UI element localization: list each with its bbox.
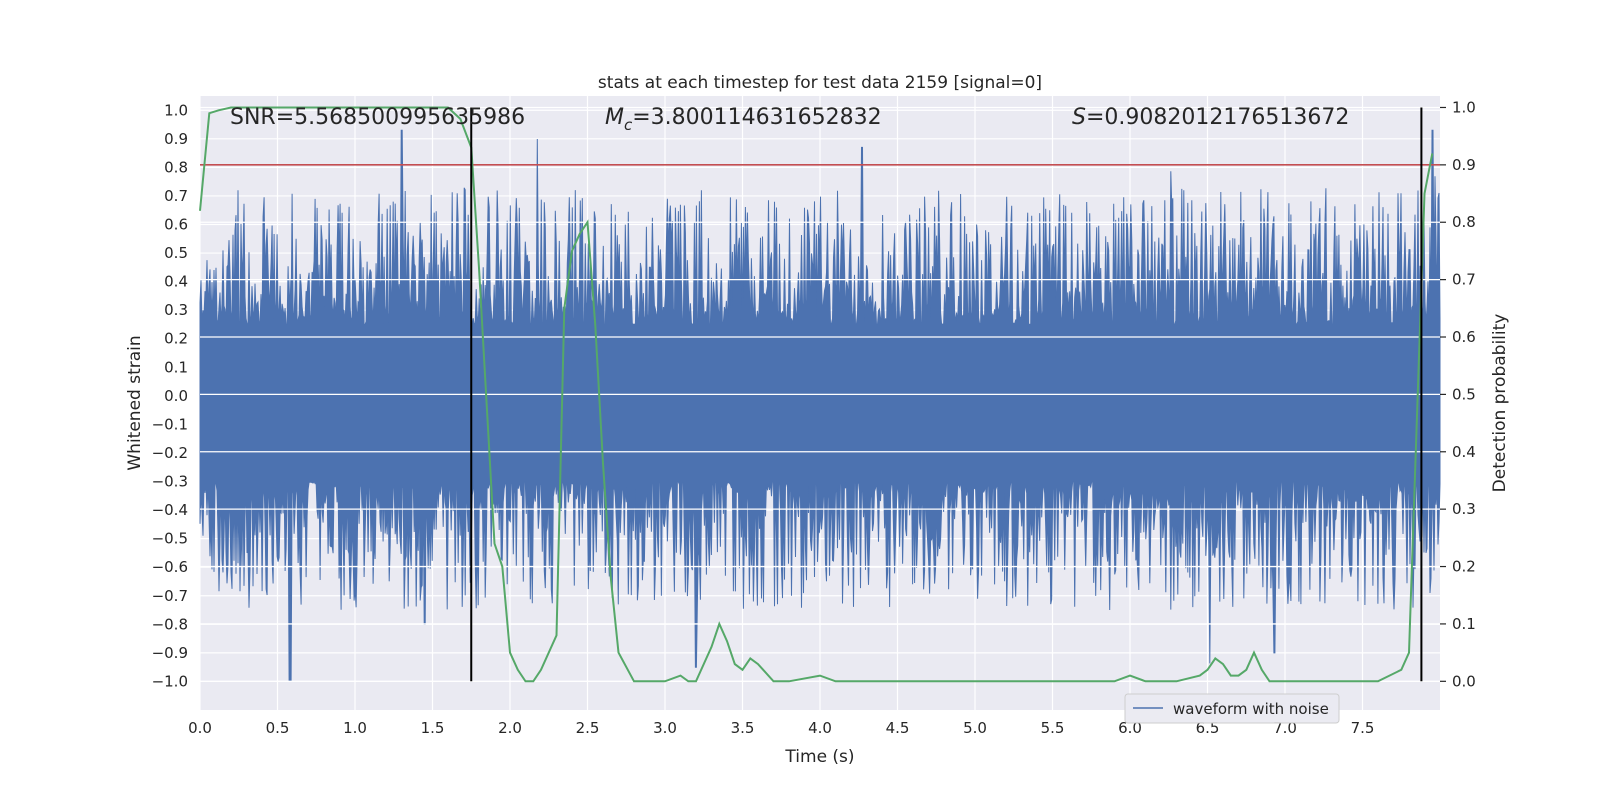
chart-title: stats at each timestep for test data 215… [598, 73, 1042, 93]
x-tick-label: 7.5 [1351, 719, 1375, 737]
legend-box [1124, 693, 1340, 724]
probability-line [199, 106, 1434, 683]
waveform-series [199, 106, 1441, 682]
y-left-tick-label: 0.0 [164, 387, 188, 405]
y-right-tick-label: 0.2 [1452, 558, 1476, 576]
y-right-tick-label: 0.8 [1452, 213, 1476, 231]
y-left-tick-label: −0.2 [152, 444, 188, 462]
left-axis-ticks: 1.0 0.9 0.8 0.7 0.6 0.5 0.4 0.3 0.2 0.1 0.0 −0.1 −0.… [152, 101, 188, 690]
chirp-mass-annotation: Mc=3.800114631652832 [605, 105, 882, 134]
probability-series [199, 106, 1434, 683]
y-left-tick-label: −0.1 [152, 415, 188, 433]
x-axis-label: Time (s) [784, 747, 854, 767]
waveform-noise-area [199, 129, 1441, 682]
y-left-tick-label: 0.8 [164, 158, 188, 176]
y-left-tick-label: 0.5 [164, 244, 188, 262]
y-left-tick-label: 1.0 [164, 101, 188, 119]
y-left-tick-label: 0.1 [164, 358, 188, 376]
y-left-tick-label: −0.4 [152, 501, 188, 519]
y-left-tick-label: 0.6 [164, 216, 188, 234]
y-left-tick-label: 0.3 [164, 301, 188, 319]
x-tick-label: 4.0 [808, 719, 832, 737]
y-right-tick-label: 0.6 [1452, 328, 1476, 346]
right-axis-ticks: 1.0 0.9 0.8 0.7 0.6 0.5 0.4 0.3 0.2 0.1 0.0 [1440, 98, 1476, 690]
x-tick-label: 0.0 [188, 719, 212, 737]
y-right-tick-label: 0.9 [1452, 156, 1476, 174]
snr-annotation: SNR=5.568500995635986 [230, 105, 525, 130]
y-left-tick-label: 0.9 [164, 130, 188, 148]
y-right-tick-label: 0.0 [1452, 672, 1476, 690]
chirp-mass-subscript: c [624, 116, 633, 134]
y-left-tick-label: 0.4 [164, 273, 188, 291]
x-tick-label: 1.5 [421, 719, 445, 737]
s-statistic-annotation: S=0.9082012176513672 [1072, 105, 1349, 130]
y-right-tick-label: 0.1 [1452, 615, 1476, 633]
x-tick-label: 5.5 [1041, 719, 1065, 737]
y-right-tick-label: 1.0 [1452, 98, 1476, 116]
x-tick-label: 5.0 [963, 719, 987, 737]
y-axis-label-right: Detection probability [1490, 314, 1510, 493]
x-tick-label: 1.0 [343, 719, 367, 737]
y-left-tick-label: −1.0 [152, 672, 188, 690]
legend-label: waveform with noise [1173, 700, 1329, 718]
chirp-mass-symbol: M [605, 105, 624, 130]
y-left-tick-label: 0.7 [164, 187, 188, 205]
legend: waveform with noise [1124, 693, 1340, 724]
y-left-tick-label: −0.9 [152, 644, 188, 662]
y-right-tick-label: 0.5 [1452, 385, 1476, 403]
chirp-mass-value: =3.800114631652832 [632, 105, 881, 130]
x-tick-label: 2.0 [498, 719, 522, 737]
vertical-markers [470, 107, 1423, 682]
y-left-tick-label: −0.7 [152, 587, 188, 605]
x-axis-ticks: 0.0 0.5 1.0 1.5 2.0 2.5 3.0 3.5 4.0 4.5 5.0 5.5 6.0 6… [188, 719, 1374, 737]
y-left-tick-label: −0.5 [152, 530, 188, 548]
x-tick-label: 2.5 [576, 719, 600, 737]
y-left-tick-label: 0.2 [164, 330, 188, 348]
y-left-tick-label: −0.3 [152, 473, 188, 491]
s-value: =0.9082012176513672 [1086, 105, 1349, 130]
x-tick-label: 3.0 [653, 719, 677, 737]
y-right-tick-label: 0.3 [1452, 500, 1476, 518]
x-tick-label: 0.5 [266, 719, 290, 737]
y-left-tick-label: −0.8 [152, 615, 188, 633]
y-axis-label-left: Whitened strain [125, 335, 145, 470]
x-tick-label: 3.5 [731, 719, 755, 737]
x-tick-label: 4.5 [886, 719, 910, 737]
y-left-tick-label: −0.6 [152, 558, 188, 576]
y-right-tick-label: 0.7 [1452, 271, 1476, 289]
y-right-tick-label: 0.4 [1452, 443, 1476, 461]
s-symbol: S [1072, 105, 1086, 130]
